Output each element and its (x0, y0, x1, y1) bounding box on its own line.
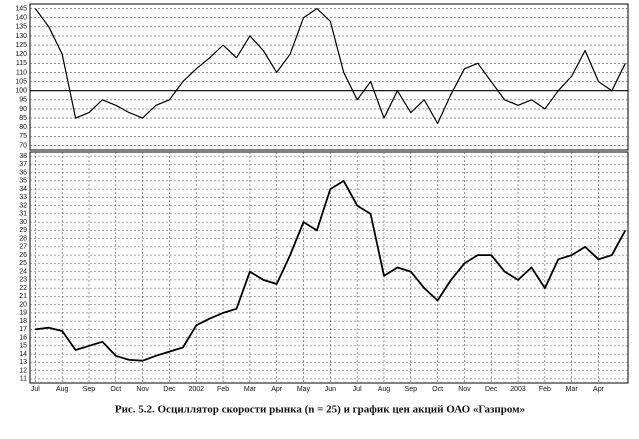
y-tick-label: 16 (19, 334, 27, 341)
y-tick-label: 14 (19, 351, 27, 358)
x-tick-label: Oct (110, 386, 121, 393)
y-tick-label: 120 (15, 51, 27, 58)
x-tick-label: Sep (83, 386, 96, 393)
y-tick-label: 70 (19, 142, 27, 149)
x-tick-label: Apr (593, 386, 605, 393)
y-tick-label: 11 (20, 376, 27, 383)
y-tick-label: 37 (19, 161, 27, 168)
x-tick-label: Nov (458, 386, 471, 393)
x-tick-label: Apr (271, 386, 283, 393)
x-tick-label: Feb (217, 386, 229, 393)
x-tick-label: Feb (539, 386, 551, 393)
y-tick-label: 22 (19, 285, 27, 292)
y-tick-label: 34 (19, 186, 27, 193)
y-tick-label: 18 (19, 318, 27, 325)
y-tick-label: 28 (19, 235, 27, 242)
y-tick-label: 21 (19, 293, 27, 300)
plot-frame (29, 3, 629, 151)
x-tick-label: Dec (163, 386, 176, 393)
y-tick-label: 30 (19, 219, 27, 226)
x-tick-label: 2002 (188, 386, 204, 393)
y-tick-label: 29 (19, 227, 27, 234)
x-tick-label: Mar (244, 386, 257, 393)
x-tick-label: Jun (325, 386, 336, 393)
y-tick-label: 145 (15, 5, 27, 12)
y-tick-label: 140 (15, 15, 27, 22)
y-tick-label: 13 (19, 359, 27, 366)
plot-frame (29, 151, 629, 384)
y-tick-label: 105 (15, 78, 27, 85)
y-tick-label: 24 (19, 268, 27, 275)
y-tick-label: 23 (19, 277, 27, 284)
x-tick-label: Oct (432, 386, 443, 393)
data-line (34, 8, 626, 125)
data-line (35, 180, 627, 362)
y-tick-label: 17 (19, 326, 27, 333)
y-tick-label: 36 (19, 169, 27, 176)
y-tick-label: 38 (19, 153, 27, 160)
y-tick-label: 26 (19, 252, 27, 259)
y-tick-label: 32 (19, 202, 27, 209)
y-tick-label: 15 (19, 343, 27, 350)
y-tick-label: 25 (19, 260, 27, 267)
x-tick-label: Jul (353, 386, 362, 393)
y-tick-label: 115 (16, 60, 27, 67)
y-tick-label: 125 (15, 42, 27, 49)
y-tick-label: 27 (19, 244, 27, 251)
x-tick-label: Nov (136, 386, 149, 393)
y-tick-label: 90 (19, 106, 27, 113)
y-tick-label: 95 (19, 97, 27, 104)
y-tick-label: 12 (19, 367, 27, 374)
caption: Рис. 5.2. Осциллятор скорости рынка (n =… (115, 404, 525, 416)
y-tick-label: 85 (19, 115, 27, 122)
x-tick-label: May (297, 386, 311, 393)
y-tick-label: 19 (19, 310, 27, 317)
y-tick-label: 75 (19, 133, 27, 140)
y-tick-label: 80 (19, 124, 27, 131)
x-tick-label: Mar (566, 386, 579, 393)
y-tick-label: 135 (15, 24, 27, 31)
y-tick-label: 110 (16, 69, 27, 76)
y-tick-label: 130 (15, 33, 27, 40)
y-tick-label: 33 (19, 194, 27, 201)
y-tick-label: 100 (15, 88, 27, 95)
x-tick-label: Sep (405, 386, 418, 393)
x-tick-label: Jul (31, 386, 40, 393)
x-tick-label: Aug (56, 386, 69, 393)
x-tick-label: Dec (485, 386, 498, 393)
y-tick-label: 35 (19, 178, 27, 185)
y-tick-label: 20 (19, 301, 27, 308)
x-tick-label: 2003 (510, 386, 526, 393)
y-tick-label: 31 (19, 211, 27, 218)
x-tick-label: Aug (378, 386, 391, 393)
